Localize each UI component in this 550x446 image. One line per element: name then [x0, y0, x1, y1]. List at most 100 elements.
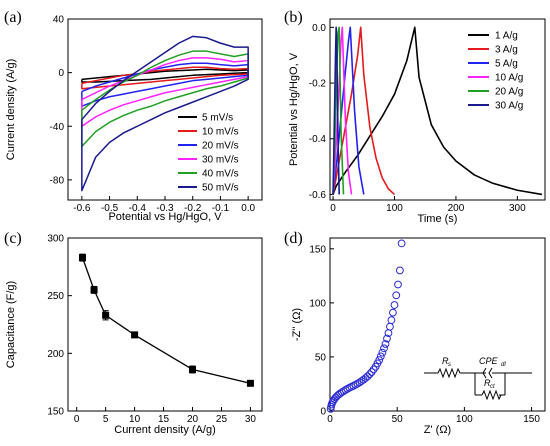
panel-b: (b) 0 100 200 300 0.0 -0.2 -0.4 -0.6 Time (s) Pote…: [284, 9, 546, 225]
gcd-curve-3 A/g: [332, 26, 396, 196]
data-point: [390, 301, 399, 309]
resistor-rct: [481, 389, 502, 401]
plot-frame: [329, 18, 546, 201]
x-tick-label: -0.3: [156, 203, 174, 214]
x-tick-label: 200: [448, 203, 465, 214]
legend-label: 20 mV/s: [202, 141, 239, 152]
y-tick-label: 150: [47, 407, 64, 418]
x-tick-label: 25: [216, 414, 228, 425]
gcd-curve-20 A/g: [332, 26, 345, 195]
x-tick-label: 100: [386, 203, 403, 214]
data-point: [331, 393, 340, 402]
y-tick-label: 0.0: [312, 23, 326, 34]
rct-label: R: [484, 378, 491, 388]
legend-label: 5 mV/s: [202, 113, 233, 124]
data-point: [375, 356, 384, 365]
panel-c: (c) 0 5 10 15 20 25 30 150 200 250 300 Current densi…: [4, 230, 263, 436]
x-tick-label: 150: [523, 414, 540, 425]
x-tick-label: 20: [187, 414, 199, 425]
panel-a: (a) -0.6 -0.5 -0.4 -0.3 -0.2 -0.1 0.0 40 0 -40 -80 P…: [4, 9, 263, 223]
data-point: [395, 266, 404, 275]
y-axis-label: Capacitance (F/g): [5, 281, 17, 368]
legend-label: 50 mV/s: [202, 183, 239, 194]
data-point: [376, 352, 385, 361]
x-tick-label: 0: [327, 414, 333, 425]
x-tick-label: 300: [509, 203, 526, 214]
y-tick-label: 300: [47, 234, 64, 245]
y-tick-label: -0.2: [309, 79, 327, 90]
legend-label: 30 mV/s: [202, 155, 239, 166]
data-point: [386, 322, 394, 331]
data-point: [378, 348, 387, 357]
plot-frame: [67, 237, 263, 412]
data-point: [388, 308, 397, 317]
x-tick-label: 50: [392, 414, 404, 425]
data-point: [387, 316, 396, 325]
legend-label: 3 A/g: [495, 45, 518, 56]
x-tick-label: -0.6: [73, 203, 91, 214]
data-point: [341, 386, 350, 394]
legend-label: 20 A/g: [495, 87, 523, 98]
data-point: [339, 387, 348, 396]
legend-label: 10 A/g: [495, 73, 523, 84]
data-point: [381, 340, 390, 348]
x-axis-label: Potential vs Hg/HgO, V: [108, 211, 222, 223]
y-axis-label: Current density (A/g): [5, 59, 17, 160]
x-tick-label: 10: [129, 414, 141, 425]
resistor-rs: [437, 367, 461, 379]
x-tick-label: 0: [330, 203, 336, 214]
y-tick-label: -0.4: [309, 134, 327, 145]
x-axis-label: Time (s): [418, 213, 458, 225]
legend-label: 5 A/g: [495, 59, 518, 70]
data-point: [397, 239, 406, 248]
y-tick-label: 40: [53, 15, 65, 26]
rs-label: R: [442, 356, 449, 366]
data-point: [365, 370, 374, 379]
legend-label: 1 A/g: [495, 31, 518, 42]
gcd-curve-30 A/g: [332, 26, 341, 195]
x-tick-label: 0.0: [241, 203, 255, 214]
panel-d: (d) 0 50 100 150 0 50 100 150 Z' (Ω) -Z'' (Ω) R s CPE…: [284, 230, 546, 436]
legend-label: 30 A/g: [495, 101, 523, 112]
data-point: [78, 254, 86, 262]
data-point: [392, 291, 401, 300]
y-tick-label: -80: [50, 175, 65, 186]
plot-frame: [329, 237, 546, 412]
data-point: [363, 372, 372, 381]
cpe-label: CPE: [479, 356, 499, 366]
y-tick-label: 0: [320, 407, 326, 418]
cv-loop-50 mV/s: [81, 35, 249, 192]
rs-subscript: s: [448, 362, 451, 368]
x-axis-label: Current density (A/g): [114, 424, 215, 436]
data-point: [394, 280, 402, 289]
data-point: [90, 286, 98, 294]
data-point: [131, 331, 139, 339]
x-tick-label: -0.1: [212, 203, 230, 214]
rct-subscript: ct: [490, 384, 495, 390]
capacitance-line: [81, 257, 251, 384]
gcd-curve-1 A/g: [332, 26, 543, 196]
gcd-curve-10 A/g: [332, 26, 353, 195]
y-tick-label: 0: [58, 68, 64, 79]
cpe-element: [482, 367, 493, 379]
data-point: [189, 365, 197, 373]
x-tick-label: -0.2: [184, 203, 202, 214]
data-point: [102, 311, 110, 319]
y-tick-label: -40: [50, 122, 65, 133]
x-tick-label: 0: [74, 414, 80, 425]
data-point: [380, 344, 388, 353]
x-tick-label: -0.4: [129, 203, 147, 214]
panel-label: (a): [4, 9, 22, 26]
y-tick-label: 200: [47, 349, 64, 360]
y-tick-label: 150: [309, 244, 326, 255]
legend-label: 40 mV/s: [202, 169, 239, 180]
x-tick-label: -0.5: [101, 203, 119, 214]
x-tick-label: 30: [245, 414, 257, 425]
data-point: [355, 378, 364, 387]
x-tick-label: 100: [456, 414, 473, 425]
panel-label: (b): [284, 9, 303, 26]
panel-label: (d): [284, 230, 303, 247]
y-tick-label: 100: [309, 298, 326, 309]
